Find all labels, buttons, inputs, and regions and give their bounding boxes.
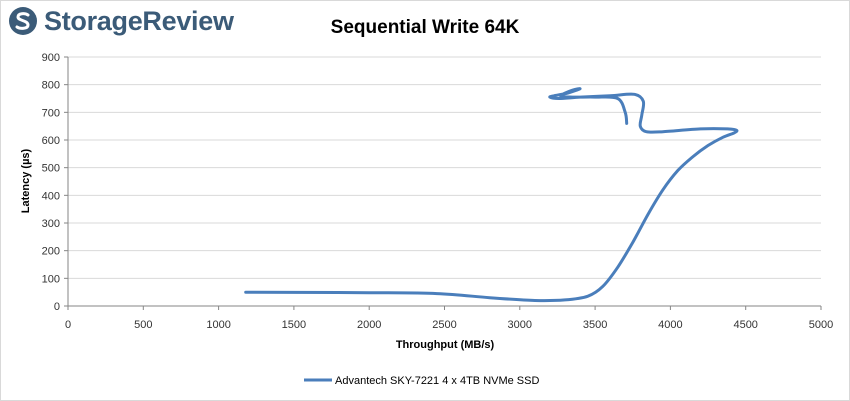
y-tick-label: 500: [42, 163, 60, 175]
x-tick-label: 4500: [733, 319, 757, 331]
legend-label: Advantech SKY-7221 4 x 4TB NVMe SSD: [335, 375, 539, 387]
y-tick-label: 600: [42, 135, 60, 147]
y-tick-label: 300: [42, 218, 60, 230]
chart-title: Sequential Write 64K: [331, 17, 520, 38]
y-tick-label: 200: [42, 246, 60, 258]
y-tick-label: 0: [54, 301, 60, 313]
storagereview-logo-icon: [9, 7, 37, 35]
legend: Advantech SKY-7221 4 x 4TB NVMe SSD: [304, 375, 539, 387]
brand-logo: StorageReview: [8, 5, 234, 37]
x-tick-label: 2000: [357, 319, 381, 331]
x-tick-labels: 0 500 1000 1500 2000 2500 3000 3500 4000 4500 5000: [65, 319, 833, 331]
y-tick-label: 100: [42, 273, 60, 285]
x-tick-label: 500: [134, 319, 152, 331]
x-tick-label: 5000: [809, 319, 833, 331]
gridlines: [68, 56, 821, 279]
x-tick-label: 2500: [432, 319, 456, 331]
x-axis-title: Throughput (MB/s): [396, 339, 495, 351]
brand-name: StorageReview: [44, 6, 234, 36]
x-tick-label: 4000: [658, 319, 682, 331]
series-line: [244, 87, 739, 303]
y-tick-labels: 0 100 200 300 400 500 600 700 800 900: [42, 52, 60, 313]
x-tick-label: 3500: [583, 319, 607, 331]
series-layer: [244, 87, 739, 303]
y-tick-label: 800: [42, 80, 60, 92]
x-tick-label: 0: [65, 319, 71, 331]
x-tick-label: 1000: [206, 319, 230, 331]
y-tick-label: 400: [42, 190, 60, 202]
y-axis-title: Latency (µs): [20, 148, 32, 213]
y-tick-label: 700: [42, 107, 60, 119]
y-tick-label: 900: [42, 52, 60, 64]
x-tick-label: 1500: [282, 319, 306, 331]
x-tick-label: 3000: [508, 319, 532, 331]
axes: [64, 56, 822, 310]
